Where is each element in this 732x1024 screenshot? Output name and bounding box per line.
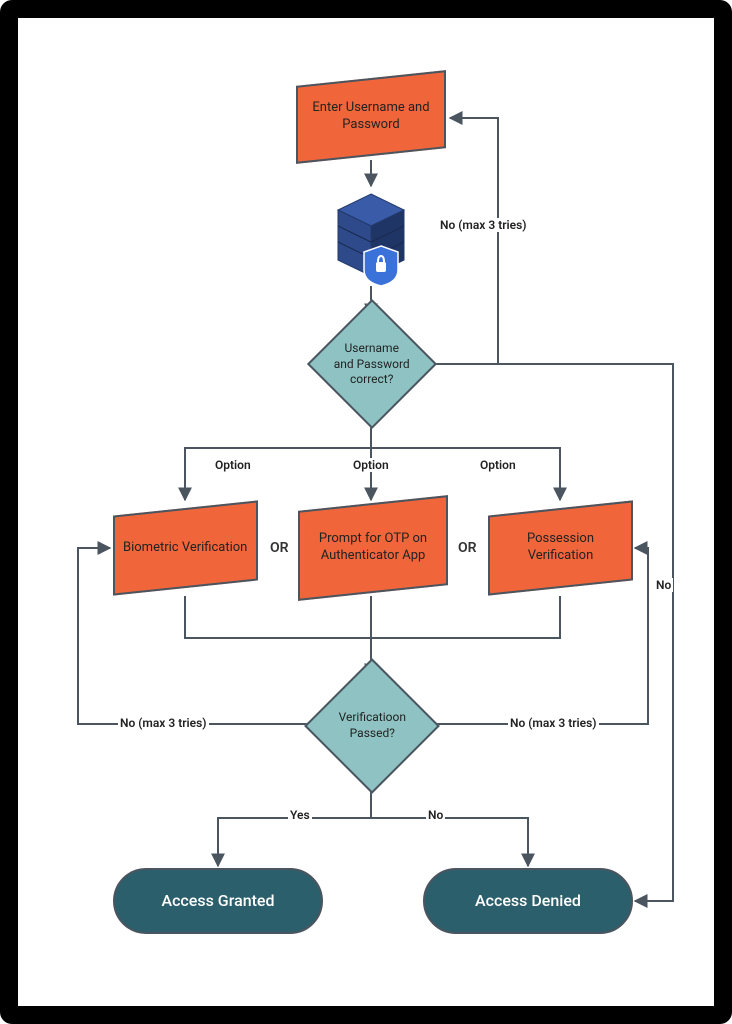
edge-label-option-mid: Option <box>351 458 391 472</box>
node-label: Access Granted <box>161 891 274 912</box>
edge-label-no-far-right: No <box>654 578 673 592</box>
node-enter-credentials: Enter Username and Password <box>296 70 446 164</box>
server-icon <box>326 186 416 286</box>
node-otp: Prompt for OTP on Authenticator App <box>298 495 448 601</box>
node-label: Prompt for OTP on Authenticator App <box>306 531 440 565</box>
node-biometric: Biometric Verification <box>113 500 258 595</box>
or-label-left: OR <box>270 540 289 556</box>
edge-label-option-left: Option <box>213 458 253 472</box>
edge-label-option-right: Option <box>478 458 518 472</box>
node-access-denied: Access Denied <box>423 868 633 934</box>
flowchart-canvas: Enter Username and Password <box>18 18 714 1006</box>
node-label: Verificatioon Passed? <box>332 710 412 741</box>
node-access-granted: Access Granted <box>113 868 323 934</box>
edge-label-no-bottom: No <box>426 808 445 822</box>
node-label: Possession Verification <box>496 531 625 565</box>
edge-label-no-retry-poss: No (max 3 tries) <box>508 716 599 730</box>
node-label: Biometric Verification <box>123 540 247 557</box>
node-possession: Possession Verification <box>488 500 633 595</box>
node-label: Access Denied <box>475 891 581 912</box>
node-label: Username and Password correct? <box>334 341 410 388</box>
node-label: Enter Username and Password <box>304 100 438 134</box>
edge-label-no-retry-creds: No (max 3 tries) <box>438 218 529 232</box>
or-label-right: OR <box>458 540 477 556</box>
diagram-frame: Enter Username and Password <box>0 0 732 1024</box>
edge-label-yes: Yes <box>288 808 312 822</box>
edge-label-no-retry-bio: No (max 3 tries) <box>118 716 209 730</box>
